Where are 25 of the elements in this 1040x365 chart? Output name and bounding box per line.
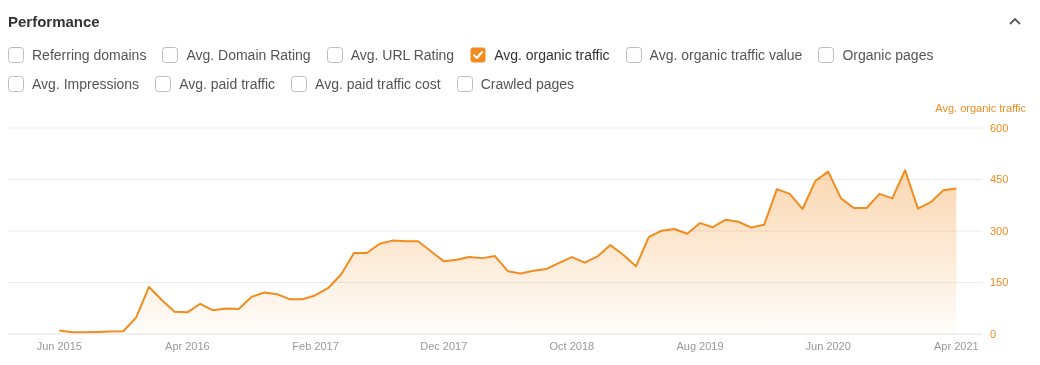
y-tick-label: 150	[990, 276, 1009, 289]
x-tick-label: Oct 2018	[549, 339, 595, 352]
y-tick-label: 300	[990, 224, 1009, 237]
x-tick-label: Dec 2017	[420, 339, 468, 352]
y-tick-label: 450	[990, 173, 1009, 186]
chart-title: Performance	[8, 12, 100, 30]
x-tick-label: Aug 2019	[676, 339, 724, 352]
text: Avg. Domain Rating	[186, 46, 311, 63]
text: Referring domains	[32, 46, 147, 63]
x-tick-label: Feb 2017	[292, 339, 339, 352]
legend-label: Avg. organic traffic	[494, 46, 610, 63]
x-tick-label: Jun 2020	[805, 339, 851, 352]
y-axis-title: Avg. organic traffic	[935, 102, 1026, 114]
text: Avg. paid traffic cost	[315, 75, 441, 92]
text: Avg. paid traffic	[179, 75, 276, 92]
y-tick-label: 0	[990, 327, 997, 340]
text: Crawled pages	[480, 75, 575, 92]
text: Avg. Impressions	[32, 75, 140, 92]
x-tick-label: Apr 2021	[934, 339, 979, 352]
x-tick-label: Apr 2016	[165, 339, 210, 352]
y-tick-label: 600	[990, 121, 1009, 134]
x-tick-label: Jun 2015	[36, 339, 82, 352]
text: Organic pages	[842, 46, 934, 63]
text: Avg. URL Rating	[350, 46, 455, 63]
text: Avg. organic traffic value	[649, 46, 803, 63]
